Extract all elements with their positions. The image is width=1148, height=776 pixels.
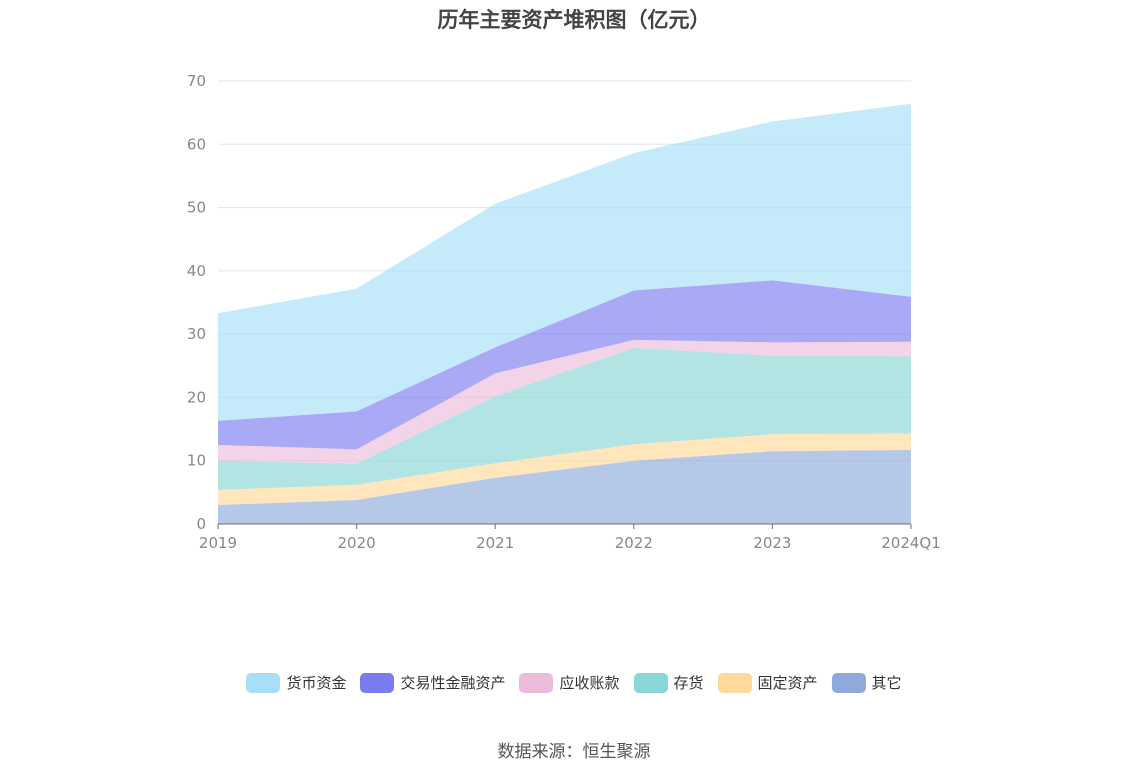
x-tick-label: 2019	[199, 534, 237, 552]
y-tick-label: 70	[187, 72, 206, 90]
legend-label: 固定资产	[757, 674, 818, 692]
area-series	[218, 449, 911, 524]
area-series	[218, 103, 911, 421]
legend-item[interactable]: 存货	[633, 672, 704, 693]
legend-swatch	[246, 672, 281, 693]
legend-item[interactable]: 交易性金融资产	[360, 672, 505, 693]
legend-swatch	[831, 672, 866, 693]
legend-swatch	[717, 672, 752, 693]
y-tick-label: 20	[187, 388, 206, 406]
stacked-area-chart: 0 10 20 30 40 50 60 70 2019 2020 2021 2022 2023 2024Q…	[187, 72, 941, 552]
chart-legend: 货币资金 交易性金融资产 应收账款 存货 固定资产 其它	[0, 672, 1148, 693]
data-source-label: 数据来源：恒生聚源	[497, 742, 651, 762]
area-series	[218, 433, 911, 506]
y-tick-label: 50	[187, 199, 206, 217]
legend-swatch	[360, 672, 395, 693]
legend-label: 货币资金	[286, 674, 347, 692]
x-tick-label: 2022	[615, 534, 653, 552]
legend-item[interactable]: 其它	[831, 672, 902, 693]
legend-label: 存货	[673, 674, 704, 692]
legend-label: 应收账款	[559, 674, 620, 692]
chart-title: 历年主要资产堆积图（亿元）	[437, 8, 711, 32]
y-tick-label: 10	[187, 452, 206, 470]
y-tick-label: 0	[196, 515, 206, 533]
legend-swatch	[633, 672, 668, 693]
x-tick-label: 2024Q1	[881, 534, 941, 552]
x-tick-label: 2020	[338, 534, 376, 552]
area-series	[218, 280, 911, 450]
legend-item[interactable]: 应收账款	[519, 672, 620, 693]
y-tick-label: 60	[187, 135, 206, 153]
y-tick-label: 40	[187, 262, 206, 280]
y-tick-label: 30	[187, 325, 206, 343]
legend-item[interactable]: 固定资产	[717, 672, 818, 693]
legend-item[interactable]: 货币资金	[246, 672, 346, 693]
x-tick-label: 2023	[753, 534, 791, 552]
area-series	[218, 339, 911, 464]
legend-swatch	[519, 672, 554, 693]
x-tick-label: 2021	[476, 534, 514, 552]
legend-label: 交易性金融资产	[400, 674, 506, 692]
area-series	[218, 348, 911, 490]
legend-label: 其它	[871, 674, 902, 692]
